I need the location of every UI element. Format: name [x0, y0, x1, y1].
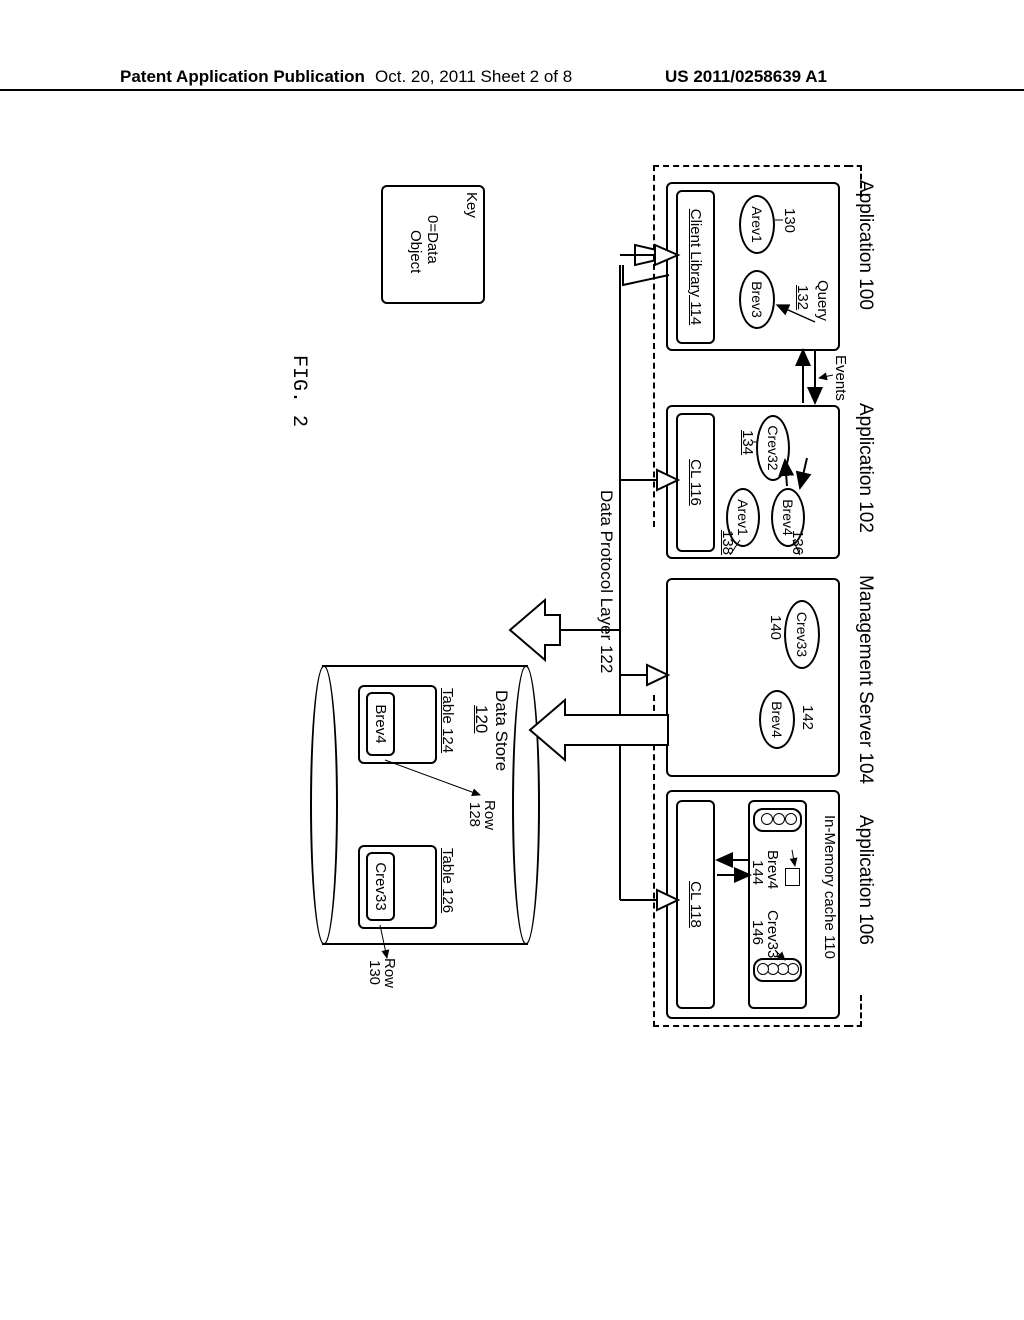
app102-crev32-num: 134 [740, 430, 755, 455]
app102-cl-label: CL 116 [687, 459, 704, 506]
table124-row: Brev4 [366, 692, 395, 756]
app102-brev4-num: 136 [790, 530, 805, 555]
t126-row-text: Crev33 [372, 862, 389, 910]
datastore-num: 120 [473, 705, 490, 733]
dpl-label: Data Protocol Layer 122 [598, 490, 615, 673]
t126-rowlabel: Row [382, 958, 397, 988]
cache-crev33-num: 146 [750, 920, 765, 945]
app100-title: Application 100 [856, 180, 875, 310]
dashed-notch-right [848, 995, 862, 1027]
app102-arev1-num: 138 [720, 530, 735, 555]
mgmt-brev4-label: Brev4 [769, 701, 785, 738]
mgmt-title: Management Server 104 [856, 575, 875, 784]
app100-brev3-label: Brev3 [749, 281, 765, 318]
mgmt-brev4: Brev4 [759, 690, 795, 749]
events-label: Events [833, 355, 848, 401]
header-docnum: US 2011/0258639 A1 [665, 67, 827, 87]
fig-caption: FIG. 2 [287, 355, 310, 427]
app106-cache: In-Memory cache 110 [822, 815, 837, 959]
dot-l2 [773, 813, 785, 825]
table124-label: Table 124 [440, 688, 455, 753]
diagram-canvas: Application 100 Arev1 130 Brev3 132 Quer… [120, 160, 905, 1040]
key-line2: Object [408, 230, 423, 273]
app100-cl: Client Library 114 [676, 190, 715, 344]
cache-brev4-num: 144 [750, 860, 765, 885]
app106-title: Application 106 [856, 815, 875, 945]
cache-brev4: Brev4 [765, 850, 780, 889]
table126-row: Crev33 [366, 852, 395, 921]
app106-cl: CL 118 [676, 800, 715, 1009]
app100-arev1-label: Arev1 [749, 206, 765, 243]
app100-brev3-num: 132 [795, 285, 810, 310]
datastore-title: Data Store [493, 690, 510, 771]
t124-row-text: Brev4 [372, 704, 389, 743]
app100-arev1-num: 130 [782, 208, 797, 233]
cache-brev4-rect [785, 868, 800, 886]
header-pub: Patent Application Publication [120, 67, 365, 87]
table126-label: Table 126 [440, 848, 455, 913]
app100-arev1: Arev1 [739, 195, 775, 254]
app102-title: Application 102 [856, 403, 875, 533]
header-date: Oct. 20, 2011 Sheet 2 of 8 [375, 67, 572, 87]
key-line: 0=Data [425, 215, 440, 264]
dot-l3 [761, 813, 773, 825]
app100-brev3: Brev3 [739, 270, 775, 329]
dot-r4 [757, 963, 769, 975]
t124-rownum: 128 [467, 802, 482, 827]
app102-crev32: Crev32 [756, 415, 790, 481]
app100-query: Query [815, 280, 830, 321]
t124-rowlabel: Row [482, 800, 497, 830]
app102-arev1-label: Arev1 [735, 499, 751, 536]
mgmt-crev33: Crev33 [784, 600, 820, 669]
diagram-viewport: Application 100 Arev1 130 Brev3 132 Quer… [120, 160, 905, 1040]
t126-rownum: 130 [367, 960, 382, 985]
page-header: Patent Application Publication Oct. 20, … [0, 85, 1024, 91]
app102-crev32-label: Crev32 [765, 425, 781, 470]
app100-cl-label: Client Library 114 [687, 209, 704, 325]
app102-cl: CL 116 [676, 413, 715, 552]
dot-l1 [785, 813, 797, 825]
app106-cl-label: CL 118 [687, 881, 704, 928]
mgmt-crev33-label: Crev33 [794, 612, 810, 657]
mgmt-crev33-num: 140 [768, 615, 783, 640]
key-title: Key [464, 192, 479, 218]
mgmt-brev4-num: 142 [800, 705, 815, 730]
cache-crev33: Crev33 [765, 910, 780, 958]
